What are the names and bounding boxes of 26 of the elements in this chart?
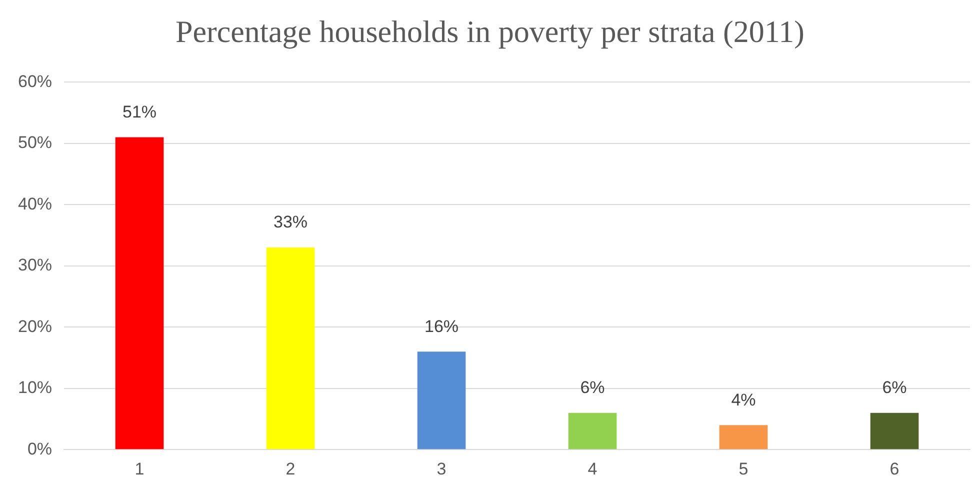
bar [719,425,768,450]
chart-title: Percentage households in poverty per strata (2011) [174,14,806,50]
y-tick-label: 30% [18,256,52,275]
x-tick-label: 4 [588,459,598,478]
data-label: 33% [274,212,308,232]
y-tick-label: 20% [18,316,52,336]
y-tick-label: 0% [27,439,52,458]
data-label: 16% [424,316,459,336]
bar [266,248,315,450]
y-tick-label: 50% [18,133,52,152]
y-tick-label: 10% [18,378,52,398]
x-tick-label: 5 [738,459,748,478]
x-tick-label: 1 [134,459,144,478]
bar [870,412,919,450]
data-label: 51% [122,102,157,122]
data-label: 6% [580,378,605,398]
x-tick-label: 6 [890,459,900,478]
data-label: 6% [882,378,907,398]
x-tick-label: 3 [436,459,446,478]
bar [568,412,617,450]
bar [115,137,164,450]
y-tick-label: 60% [18,72,52,91]
x-tick-label: 2 [286,459,296,478]
y-tick-label: 40% [18,194,52,214]
bar [417,352,466,450]
data-label: 4% [731,390,756,410]
